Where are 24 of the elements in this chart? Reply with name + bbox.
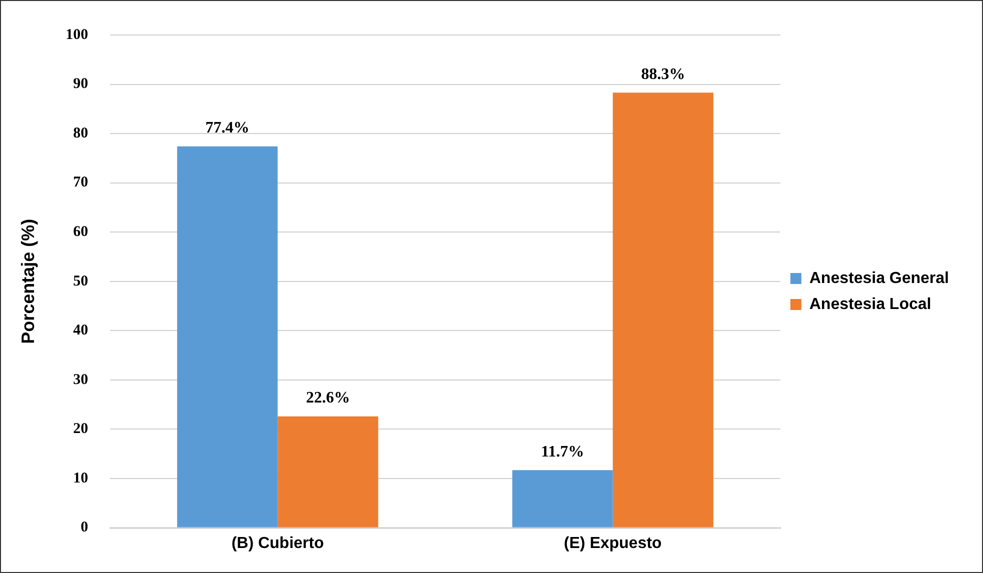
- y-axis-title: Porcentaje (%): [18, 218, 38, 344]
- legend-label: Anestesia General: [809, 270, 949, 287]
- y-tick-label: 60: [73, 224, 88, 240]
- data-label: 22.6%: [306, 390, 350, 407]
- data-label: 88.3%: [641, 66, 686, 83]
- y-tick-label: 30: [73, 372, 88, 388]
- y-tick-label: 40: [73, 322, 88, 339]
- x-tick-label: (E) Expuesto: [564, 534, 662, 552]
- bar: [612, 92, 714, 528]
- bar: [177, 146, 278, 528]
- bar: [278, 416, 378, 528]
- y-tick-label: 70: [73, 174, 88, 191]
- y-tick-label: 20: [73, 421, 88, 438]
- y-tick-label: 80: [73, 125, 88, 142]
- bar: [512, 470, 613, 528]
- data-label: 11.7%: [540, 443, 584, 460]
- y-tick-label: 100: [66, 26, 88, 43]
- legend-label: Anestesia Local: [809, 296, 932, 313]
- y-tick-label: 10: [73, 470, 88, 486]
- x-tick-label: (B) Cubierto: [231, 534, 324, 552]
- data-label: 77.4%: [205, 120, 250, 137]
- y-tick-label: 90: [73, 76, 88, 92]
- y-tick-label: 0: [80, 520, 88, 536]
- y-tick-label: 50: [73, 273, 88, 290]
